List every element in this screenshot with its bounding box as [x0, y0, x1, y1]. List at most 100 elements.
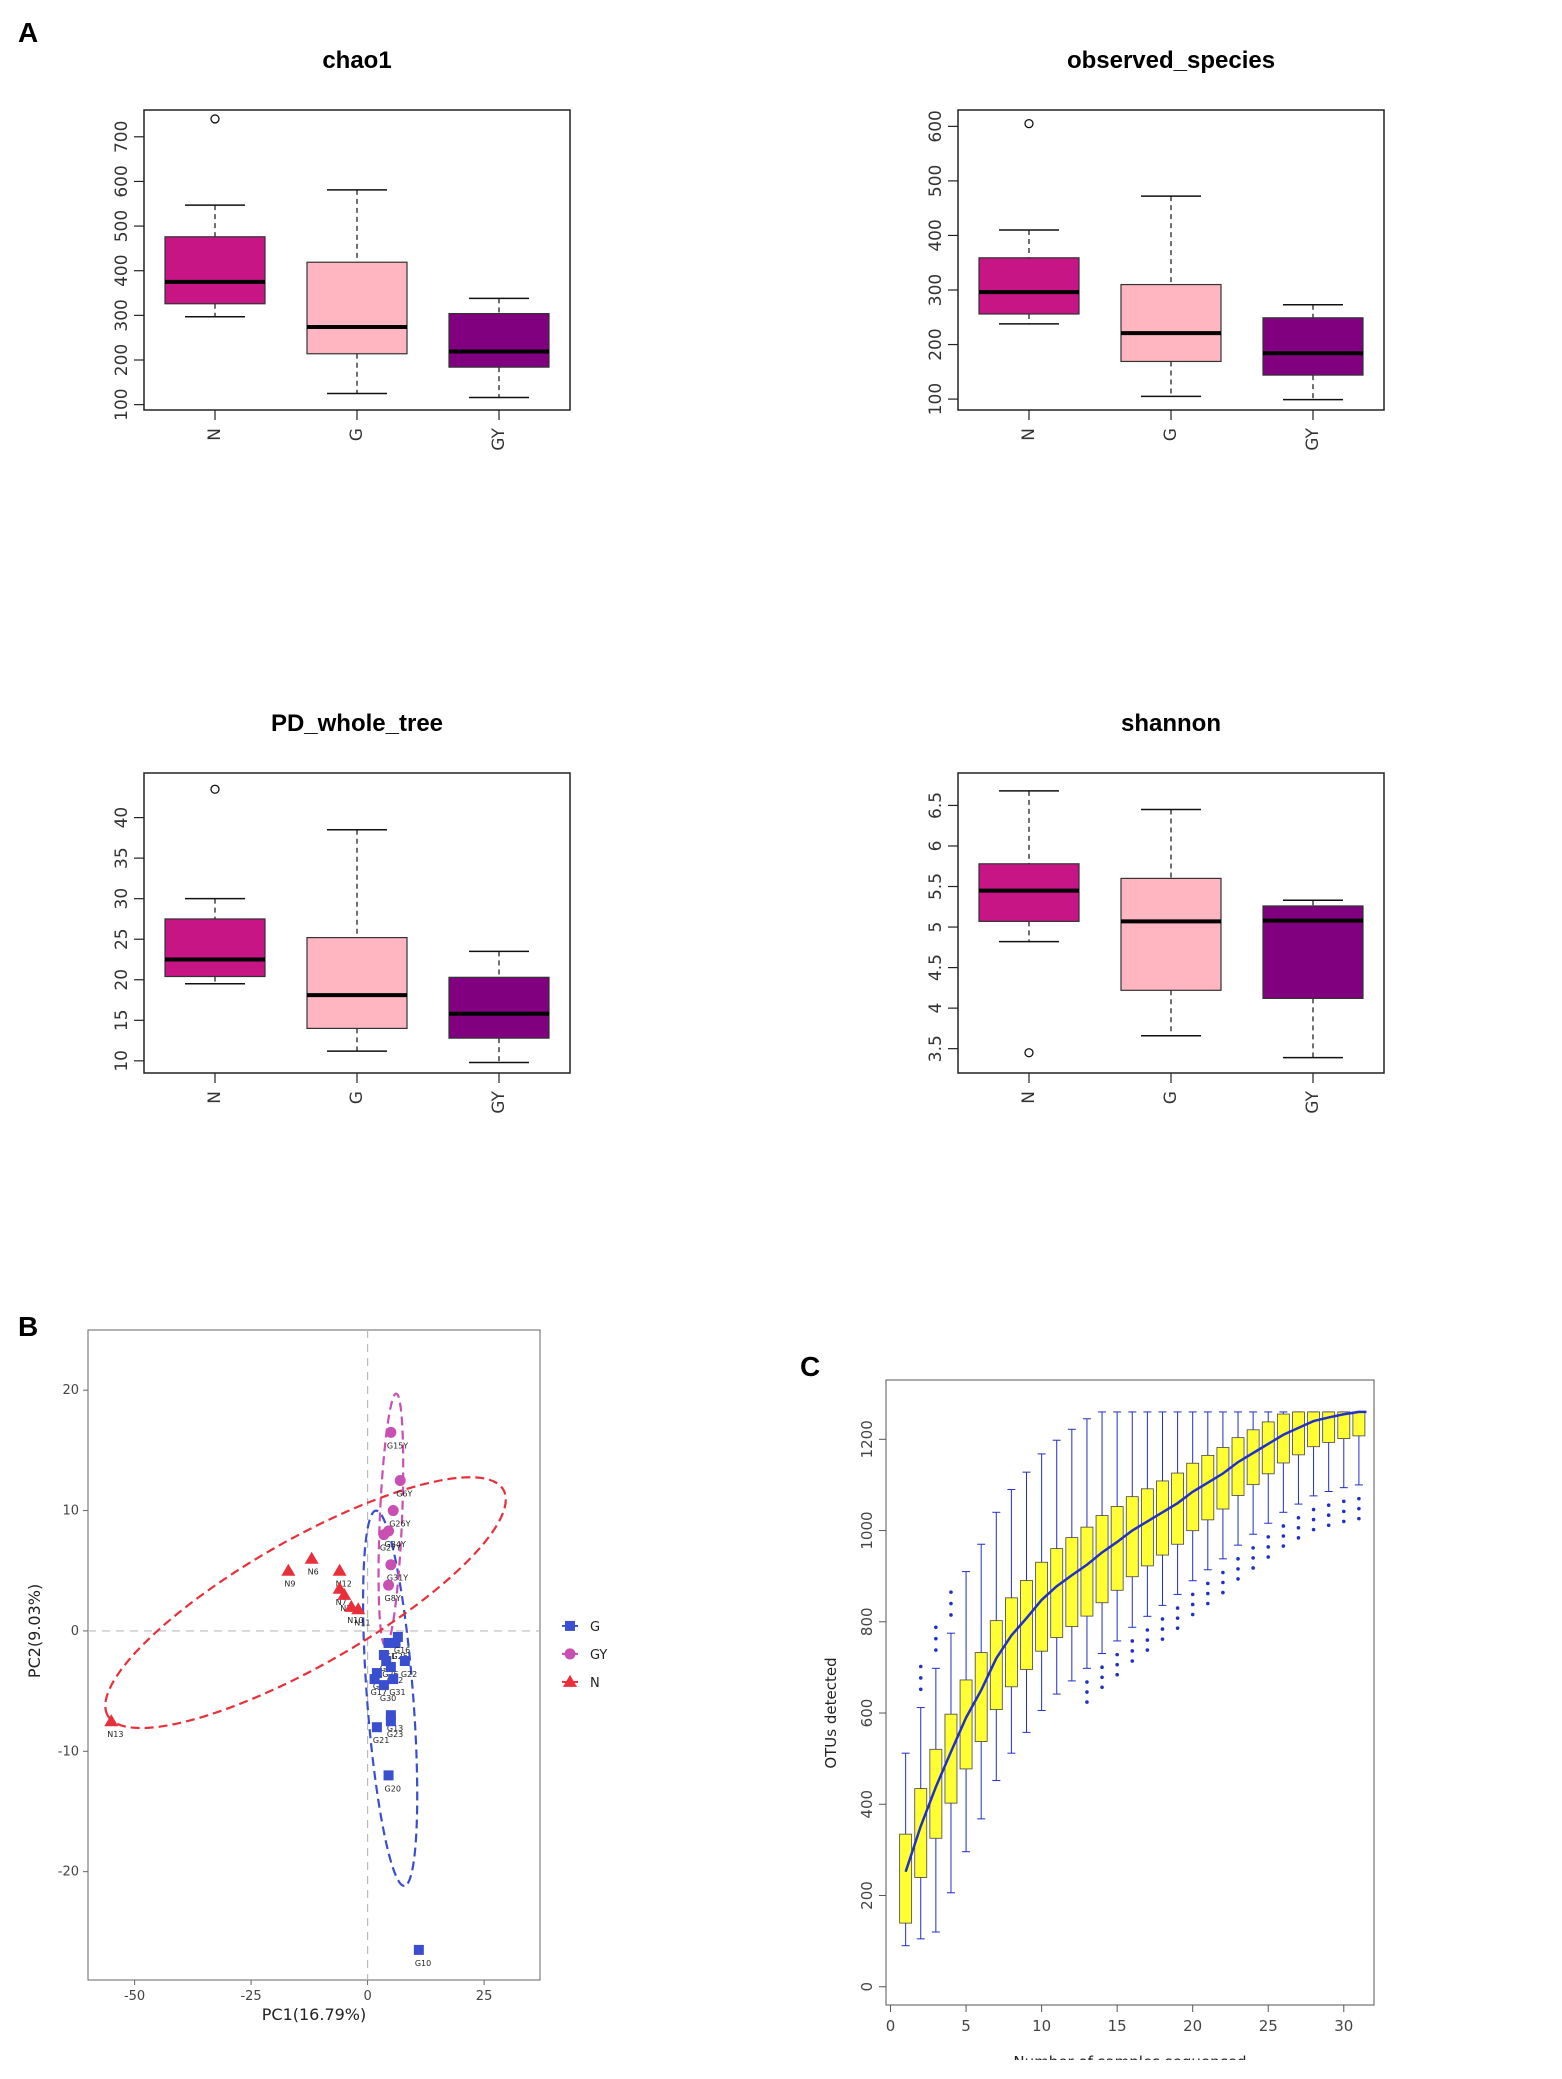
x-tick-label: GY [489, 427, 509, 450]
outlier-point [934, 1625, 938, 1630]
y-tick-label: 6.5 [926, 792, 946, 819]
y-tick-label: 500 [926, 165, 946, 197]
y-tick-label: 4.5 [926, 954, 946, 981]
outlier-point [1100, 1675, 1104, 1680]
outlier-point [1190, 1592, 1195, 1597]
outlier-point [949, 1601, 953, 1606]
outlier-point [1251, 1556, 1255, 1560]
point-triangle [304, 1551, 319, 1564]
y-tick-label: 1200 [858, 1420, 876, 1458]
rarefaction-box [1020, 1580, 1033, 1670]
y-tick-label: 400 [858, 1790, 876, 1819]
point-circle [385, 1559, 397, 1571]
outlier-point [1281, 1524, 1286, 1528]
outlier-point [1130, 1649, 1135, 1653]
y-tick-label: 40 [112, 807, 132, 829]
point-label: G6Y [396, 1489, 412, 1498]
outlier-point [934, 1648, 938, 1652]
y-tick-label: 0 [858, 1982, 876, 1992]
y-tick-label: 0 [71, 1624, 79, 1639]
rarefaction-box [1322, 1411, 1336, 1443]
point-label: N1 [340, 1604, 351, 1613]
point-label: G17 [371, 1688, 387, 1697]
rarefaction-box [1140, 1488, 1154, 1567]
point-circle [394, 1474, 406, 1486]
x-tick-label: N [1019, 428, 1039, 441]
point-label: G30 [380, 1694, 396, 1703]
box-n [978, 257, 1080, 315]
x-tick-label: 10 [1032, 2017, 1051, 2035]
outlier-point [1236, 1567, 1240, 1571]
outlier-point [1024, 118, 1034, 129]
point-label: N9 [284, 1580, 295, 1589]
panel-c-label: C [800, 1351, 820, 1382]
y-tick-label: 300 [926, 274, 946, 306]
rarefaction-box [1125, 1496, 1139, 1578]
panel-a: A chao1 100 200 300 400 500 600 700 N G GY observe… [18, 17, 1385, 1114]
point-square [385, 1716, 396, 1727]
x-tick-label: GY [1303, 1090, 1323, 1113]
outlier-point [1190, 1602, 1195, 1607]
x-tick-label: 15 [1108, 2017, 1127, 2035]
x-tick-label: G [347, 428, 367, 441]
panel-b-label: B [18, 1311, 38, 1342]
point-label: N6 [308, 1568, 319, 1577]
outlier-point [1175, 1626, 1180, 1630]
y-tick-label: 3.5 [926, 1035, 946, 1062]
y-tick-label: 25 [112, 928, 132, 950]
y-tick-label: 100 [112, 388, 132, 420]
outlier-point [1251, 1566, 1255, 1570]
point-label: G31Y [387, 1574, 408, 1583]
boxplot-shannon: shannon 3.5 4 4.5 5 5.5 6 6.5 N G GY [926, 710, 1385, 1114]
outlier-point [1281, 1544, 1286, 1548]
y-tick-label: 10 [112, 1050, 132, 1072]
outlier-point [1236, 1557, 1240, 1561]
point-triangle [332, 1563, 347, 1576]
rarefaction-box [959, 1679, 973, 1770]
rarefaction-box [1080, 1526, 1094, 1617]
outlier-point [1326, 1503, 1331, 1507]
y-axis-label: OTUs detected [822, 1657, 840, 1768]
x-tick-label: 5 [961, 2017, 971, 2035]
x-tick-label: 30 [1334, 2017, 1353, 2035]
point-label: G8Y [385, 1594, 401, 1603]
rarefaction-box [1065, 1537, 1079, 1627]
outlier-point [1221, 1570, 1225, 1575]
rarefaction-box [929, 1748, 943, 1839]
rarefaction-plot: 0 5 10 15 20 25 30 0 200 400 600 800 1000 1200 Number … [822, 1379, 1375, 2060]
outlier-point [1160, 1637, 1165, 1641]
rarefaction-box [974, 1652, 988, 1742]
plot-frame [87, 1329, 541, 1981]
outlier-point [1357, 1496, 1361, 1501]
box-g [306, 261, 408, 355]
outlier-point [949, 1590, 953, 1594]
y-tick-label: 20 [62, 1383, 79, 1398]
median-curve [904, 1410, 1367, 1873]
box-g [1120, 283, 1222, 363]
y-tick-label: 30 [112, 888, 132, 910]
x-tick-label: N [1019, 1091, 1039, 1104]
outlier-point [1206, 1601, 1210, 1606]
box-g [306, 936, 408, 1030]
outlier-point [1130, 1659, 1135, 1663]
point-label: G21 [373, 1736, 389, 1745]
outlier-point [918, 1687, 923, 1692]
pca-scatter-plot: -50 -25 0 25 -20 -10 0 10 20 PC1(16.79%) PC2(9.03%… [25, 1329, 607, 2024]
box-n [164, 236, 266, 305]
x-tick-label: N [205, 1091, 225, 1104]
rarefaction-box [944, 1713, 958, 1804]
outlier-point [1296, 1536, 1301, 1540]
point-triangle [281, 1563, 296, 1576]
point-triangle [337, 1587, 352, 1600]
outlier-point [1145, 1638, 1150, 1642]
point-label: N13 [107, 1730, 123, 1739]
boxplot-chao1: chao1 100 200 300 400 500 600 700 N G GY [112, 47, 571, 451]
point-circle [378, 1529, 390, 1541]
outlier-point [1206, 1591, 1210, 1596]
rarefaction-box [1156, 1480, 1169, 1556]
x-tick-label: G [1161, 1091, 1181, 1104]
box-n [978, 863, 1080, 922]
outlier-point [1266, 1555, 1271, 1559]
x-axis-label: Number of samples sequenced [1013, 2053, 1246, 2060]
box-n [164, 918, 266, 978]
